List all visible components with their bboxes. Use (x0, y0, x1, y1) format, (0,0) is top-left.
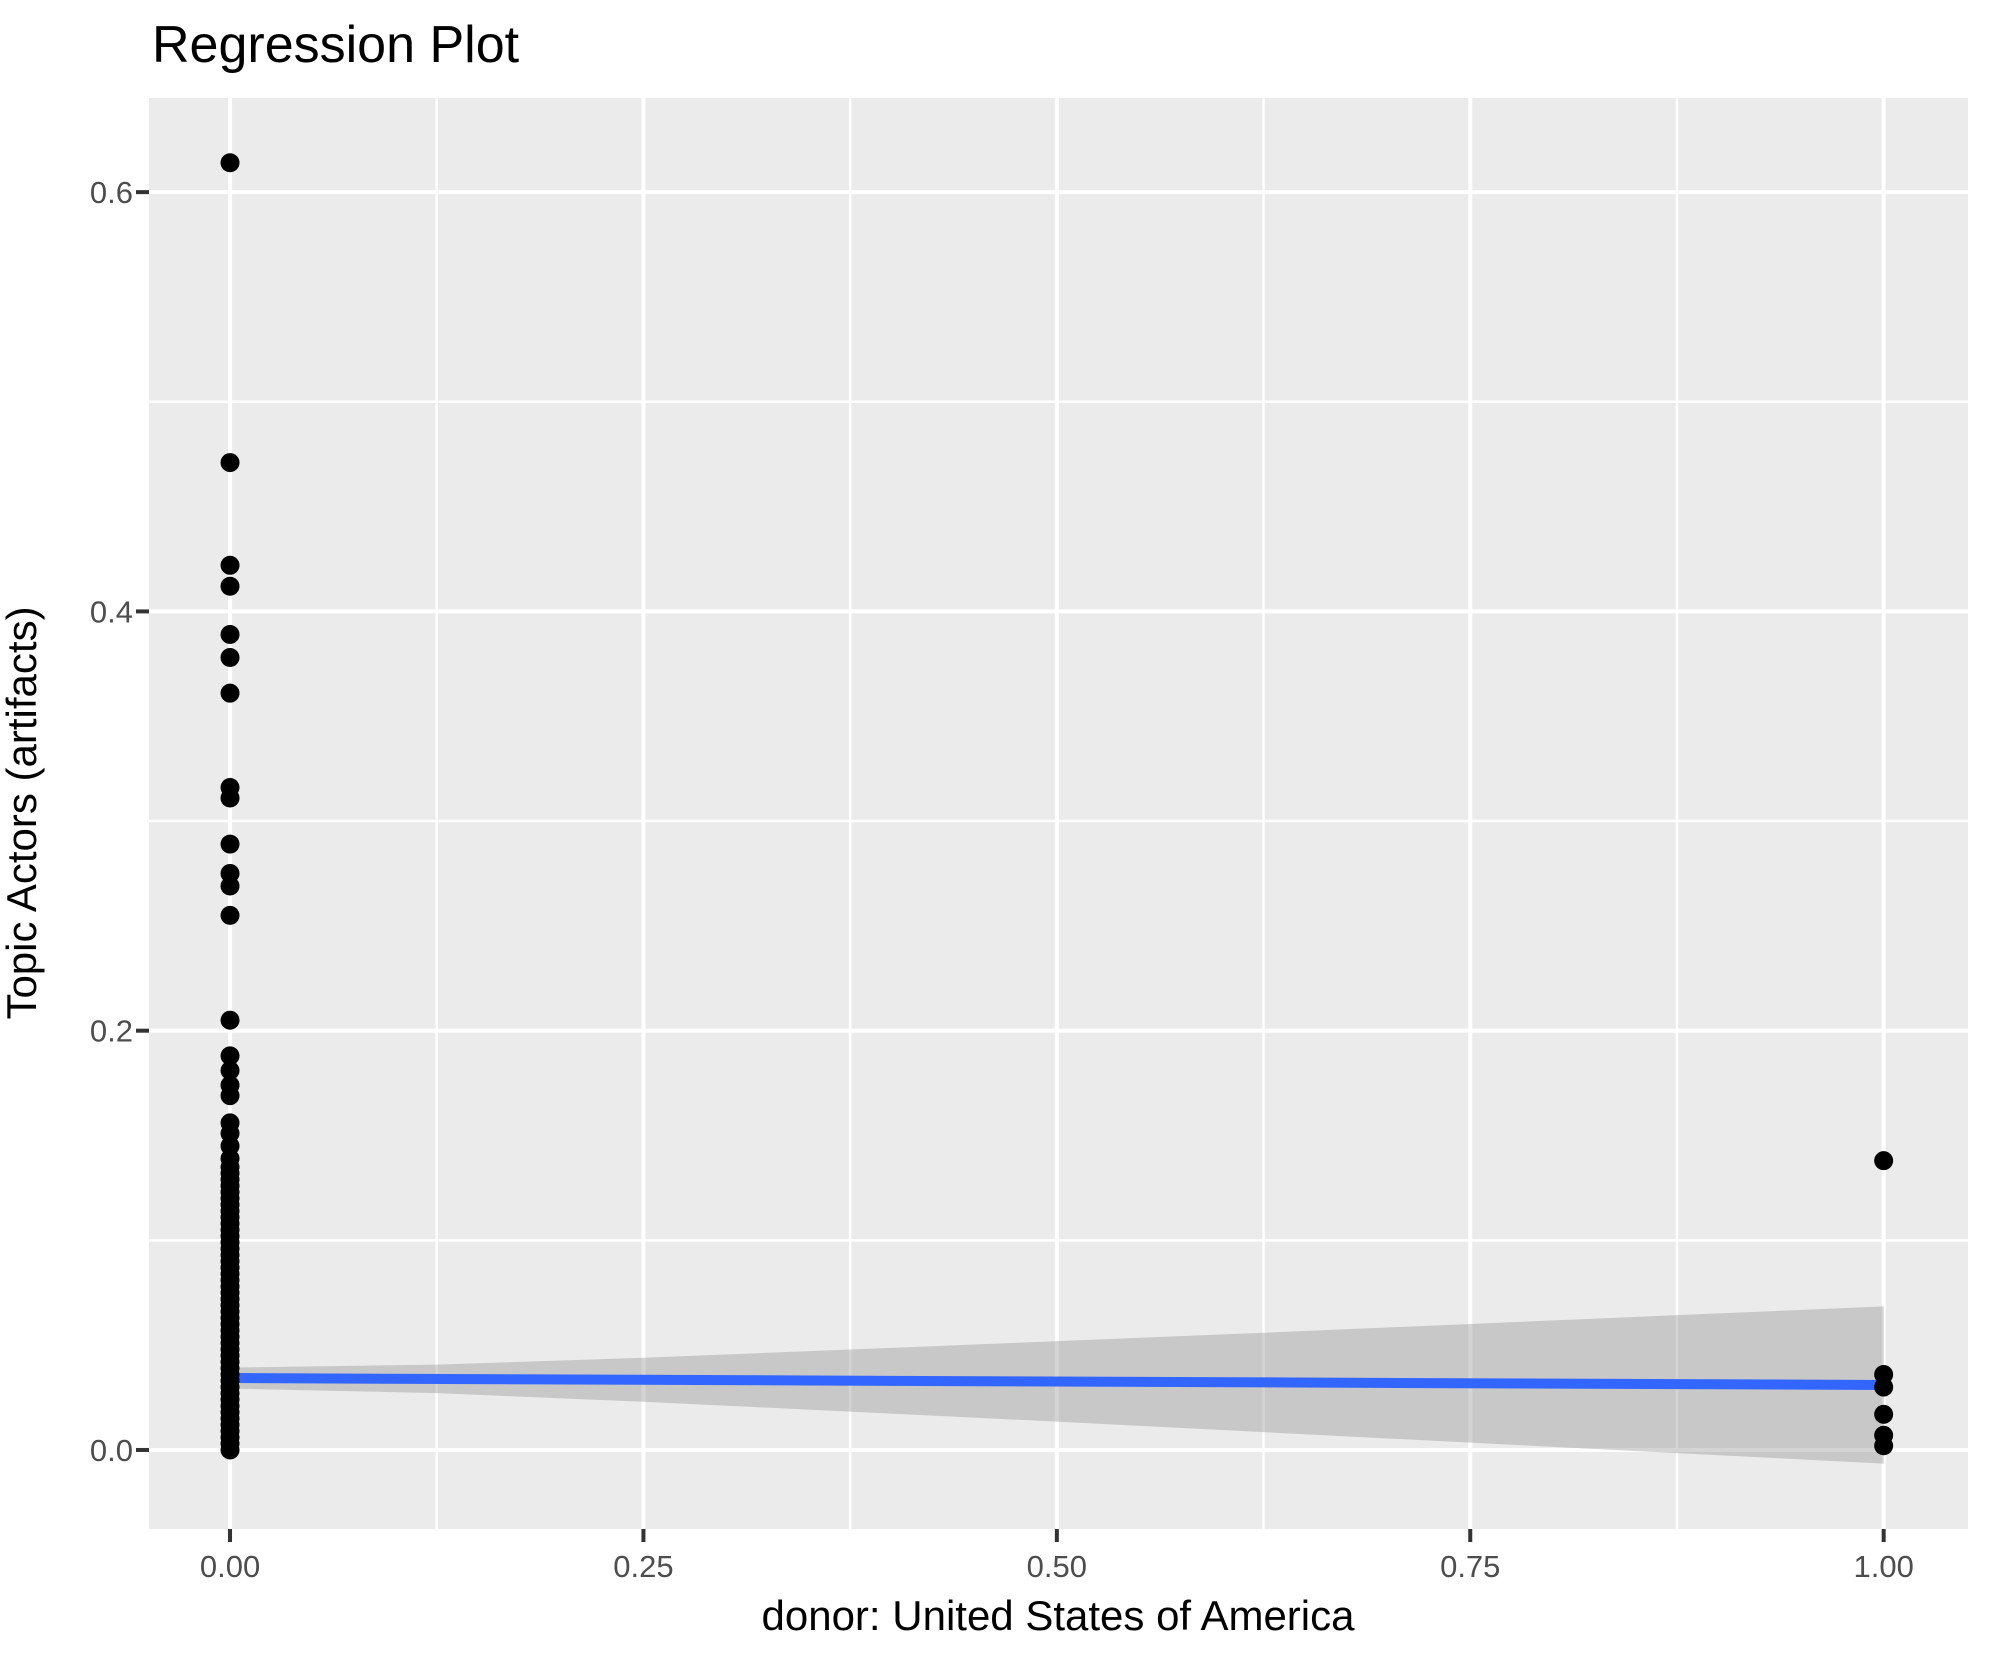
data-points (220, 153, 1894, 1460)
data-point (1874, 1404, 1894, 1424)
data-point (220, 555, 240, 575)
data-point (220, 453, 240, 473)
regression-line-path (225, 1373, 1889, 1390)
x-tick-label: 1.00 (1853, 1549, 1913, 1584)
data-point (220, 1061, 240, 1081)
data-point (220, 576, 240, 596)
regression-line (225, 1373, 1889, 1390)
x-tick-label: 0.75 (1440, 1549, 1500, 1584)
plot-title: Regression Plot (152, 16, 520, 74)
data-point (220, 683, 240, 703)
y-tick-label: 0.0 (90, 1433, 133, 1468)
axis-tick-marks (136, 190, 1886, 1542)
x-tick-label: 0.00 (200, 1549, 260, 1584)
major-gridlines (149, 98, 1968, 1529)
x-tick-labels: 0.00 0.25 0.50 0.75 1.00 (200, 1549, 1914, 1584)
data-point (220, 1010, 240, 1030)
data-point (1874, 1151, 1894, 1171)
data-point (220, 624, 240, 644)
data-point (220, 834, 240, 854)
data-point (220, 788, 240, 808)
data-point (220, 905, 240, 925)
y-tick-label: 0.2 (90, 1014, 133, 1049)
data-point (1874, 1436, 1894, 1456)
data-point (1874, 1377, 1894, 1397)
data-point (220, 1086, 240, 1106)
x-axis-title: donor: United States of America (762, 1592, 1356, 1639)
data-point (220, 1046, 240, 1066)
x-tick-label: 0.50 (1027, 1549, 1087, 1584)
y-tick-labels: 0.0 0.2 0.4 0.6 (90, 175, 133, 1468)
data-point (220, 1440, 240, 1460)
y-tick-label: 0.4 (90, 594, 133, 629)
y-tick-label: 0.6 (90, 175, 133, 210)
data-point (220, 648, 240, 668)
y-axis-title: Topic Actors (artifacts) (0, 606, 45, 1019)
data-point (220, 153, 240, 173)
data-point (220, 876, 240, 896)
x-tick-label: 0.25 (613, 1549, 673, 1584)
